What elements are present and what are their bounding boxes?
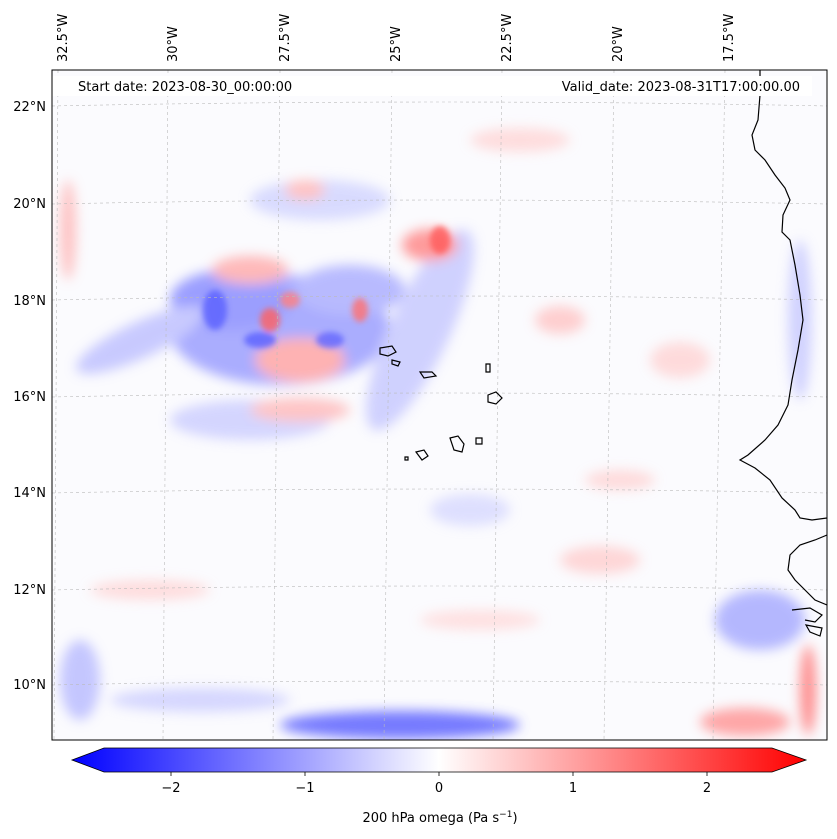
- lat-label: 10°N: [13, 678, 46, 693]
- colorbar-tick-label: −1: [295, 781, 314, 796]
- map-frame: [51, 69, 828, 741]
- lon-label: 30°W: [166, 26, 181, 62]
- lon-label: 32.5°W: [56, 14, 71, 62]
- colorbar-label-main: 200 hPa omega (Pa s: [362, 811, 499, 826]
- lon-label: 27.5°W: [278, 14, 293, 62]
- omega-field: [52, 70, 827, 740]
- colorbar-ticks: [170, 772, 708, 776]
- colorbar-tick-label: −2: [161, 781, 180, 796]
- lon-label: 17.5°W: [722, 14, 737, 62]
- colorbar-tick-label: 0: [435, 781, 443, 796]
- colorbar-label: 200 hPa omega (Pa s−1): [362, 810, 517, 826]
- colorbar-tick-label: 1: [569, 781, 577, 796]
- lon-label: 22.5°W: [500, 14, 515, 62]
- coastlines: [379, 70, 827, 637]
- lat-label: 16°N: [13, 390, 46, 405]
- header-strip: [52, 76, 812, 96]
- colorbar: −2 −1 0 1 2 200 hPa omega (Pa s−1): [70, 747, 808, 826]
- lat-label: 20°N: [13, 197, 46, 212]
- lat-label: 18°N: [13, 294, 46, 309]
- lat-label: 14°N: [13, 486, 46, 501]
- latitude-labels: 22°N 20°N 18°N 16°N 14°N 12°N 10°N: [13, 100, 46, 693]
- lat-label: 22°N: [13, 100, 46, 115]
- colorbar-bar: [70, 747, 808, 773]
- lon-label: 20°W: [611, 26, 626, 62]
- valid-date-label: Valid_date: 2023-08-31T17:00:00.00: [562, 80, 800, 95]
- colorbar-tick-label: 2: [703, 781, 711, 796]
- lat-label: 12°N: [13, 583, 46, 598]
- start-date-label: Start date: 2023-08-30_00:00:00: [78, 80, 292, 95]
- longitude-labels: 32.5°W 30°W 27.5°W 25°W 22.5°W 20°W 17.5…: [56, 14, 737, 62]
- graticule: [52, 70, 827, 740]
- omega-small-features: [203, 226, 450, 348]
- lon-label: 25°W: [389, 26, 404, 62]
- colorbar-label-superscript: −1: [499, 810, 512, 820]
- colorbar-label-end: ): [512, 811, 517, 826]
